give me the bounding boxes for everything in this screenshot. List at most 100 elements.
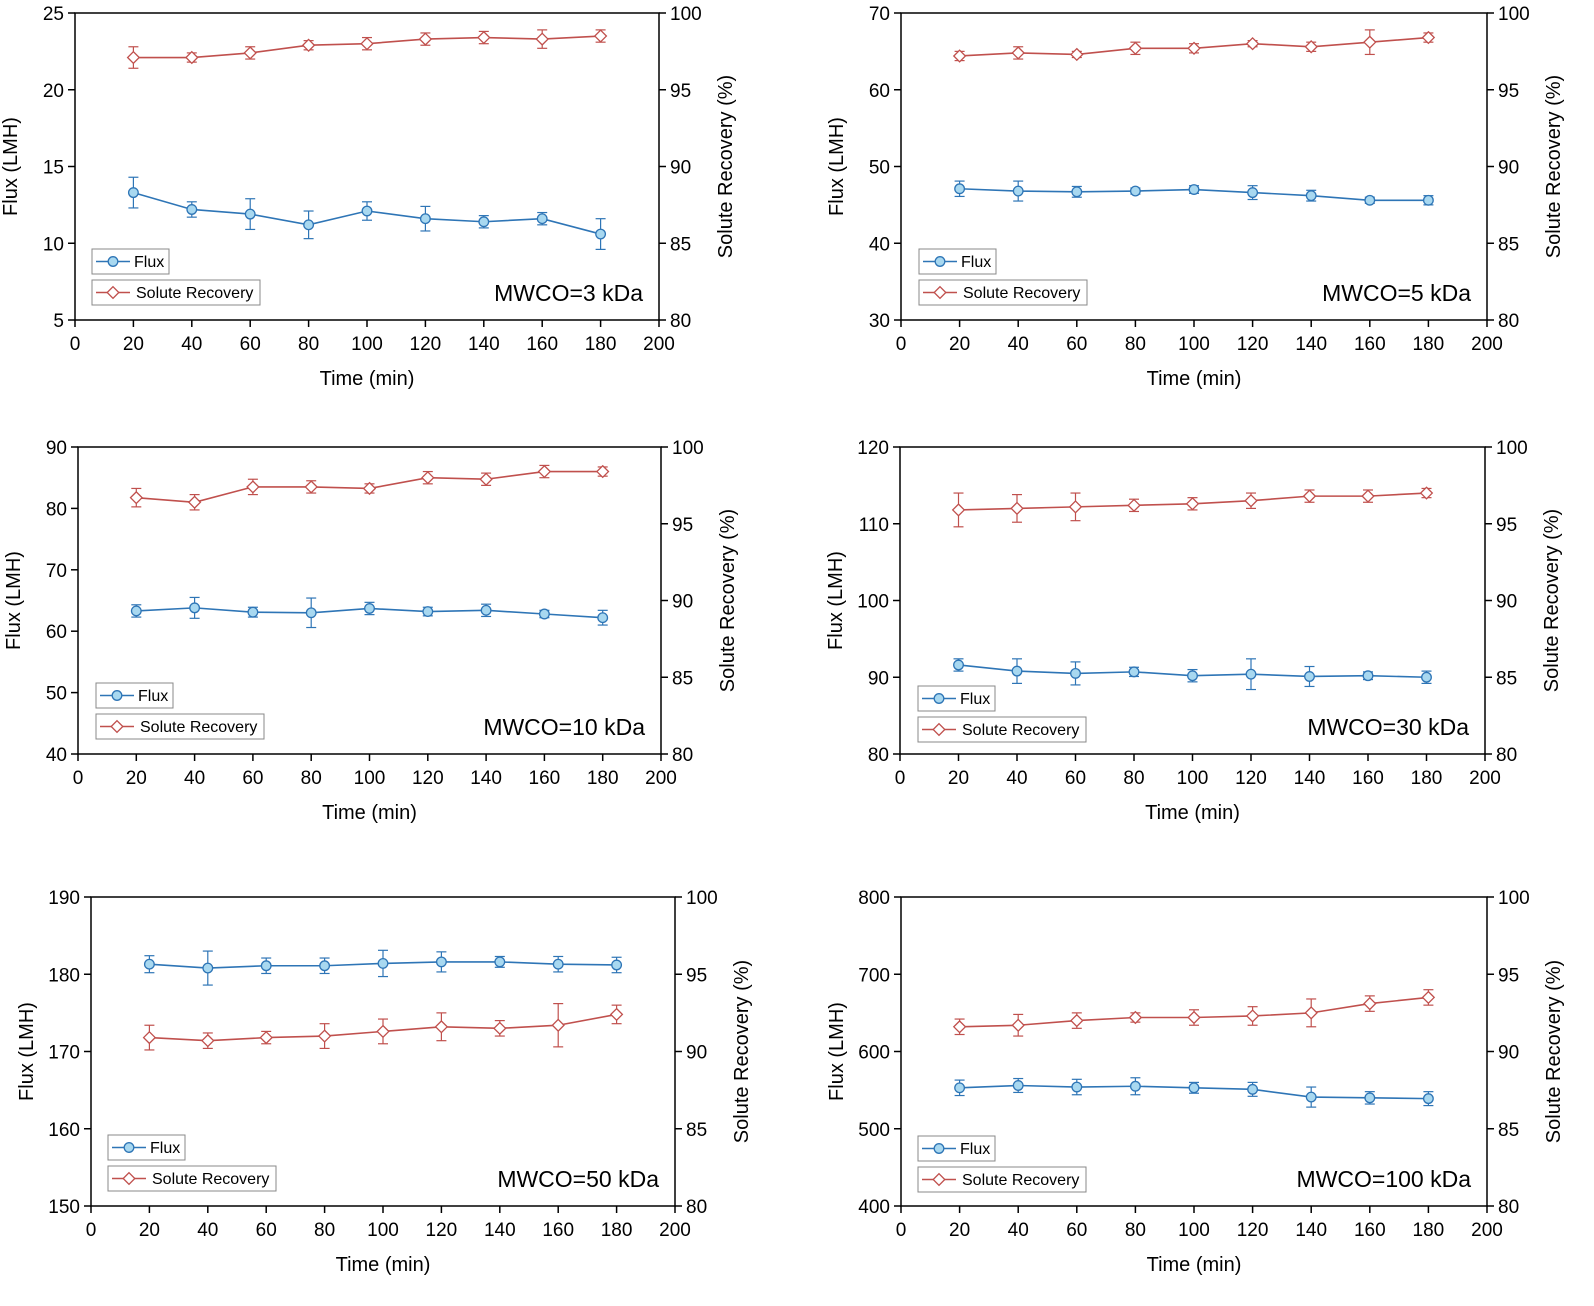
- legend: Flux Solute Recovery: [918, 248, 1088, 306]
- y-axis-title: Flux (LMH): [826, 117, 848, 216]
- y-tick-label: 170: [48, 1043, 80, 1064]
- flux-point: [1071, 1081, 1083, 1093]
- x-tick-label: 20: [126, 768, 147, 789]
- x-tick-label: 200: [1471, 334, 1503, 355]
- y2-tick-label: 100: [672, 438, 704, 459]
- recovery-point: [1363, 996, 1377, 1011]
- y-axis-title: Flux (LMH): [0, 117, 22, 216]
- recovery-point: [1070, 1013, 1084, 1028]
- flux-point: [244, 208, 256, 220]
- y-tick-label: 120: [857, 438, 889, 459]
- flux-point: [1188, 1082, 1200, 1094]
- flux-point: [247, 606, 259, 618]
- recovery-point: [535, 32, 549, 46]
- legend-marker-flux: [123, 1142, 135, 1153]
- flux-point: [361, 205, 373, 217]
- flux-point: [494, 956, 506, 968]
- x-tick-label: 0: [73, 768, 84, 789]
- x-tick-label: 200: [659, 1220, 691, 1241]
- x-tick-label: 200: [645, 768, 677, 789]
- legend-label-flux: Flux: [138, 688, 168, 705]
- flux-point: [1422, 194, 1434, 206]
- y-tick-label: 50: [869, 158, 890, 179]
- recovery-point: [1304, 40, 1318, 54]
- legend-label-recovery: Solute Recovery: [152, 1171, 269, 1188]
- legend-label-flux: Flux: [961, 254, 991, 271]
- recovery-point: [376, 1024, 390, 1039]
- x-tick-label: 120: [1235, 768, 1267, 789]
- x-tick-label: 160: [526, 334, 558, 355]
- recovery-point: [1421, 990, 1436, 1005]
- y2-tick-label: 80: [670, 311, 691, 332]
- legend: Flux Solute Recovery: [917, 1135, 1087, 1193]
- flux-point: [480, 604, 492, 616]
- y2-tick-label: 90: [670, 158, 691, 179]
- recovery-point: [952, 1020, 967, 1034]
- flux-point: [1247, 187, 1259, 199]
- x-tick-label: 60: [242, 768, 263, 789]
- recovery-point: [1244, 494, 1258, 508]
- y-tick-label: 80: [46, 499, 67, 520]
- y2-axis-title: Solute Recovery (%): [731, 960, 753, 1143]
- mwco-annotation: MWCO=10 kDa: [483, 714, 645, 740]
- x-tick-label: 180: [601, 1220, 633, 1241]
- recovery-point: [434, 1020, 449, 1034]
- recovery-point: [1421, 30, 1436, 45]
- recovery-point: [551, 1018, 565, 1032]
- recovery-point: [1127, 498, 1141, 513]
- legend-marker-recovery: [932, 722, 946, 737]
- y2-tick-label: 85: [1496, 668, 1517, 689]
- recovery-point: [1245, 36, 1260, 51]
- y2-tick-label: 95: [686, 965, 707, 986]
- flux-point: [1129, 185, 1141, 197]
- recovery-point: [1068, 500, 1083, 514]
- recovery-point: [246, 480, 260, 494]
- x-tick-label: 180: [585, 334, 617, 355]
- recovery-point: [1070, 47, 1084, 62]
- legend: Flux Solute Recovery: [917, 685, 1087, 743]
- x-tick-label: 140: [484, 1220, 516, 1241]
- recovery-point: [129, 490, 144, 505]
- legend-label-recovery: Solute Recovery: [962, 1172, 1079, 1189]
- recovery-point: [1011, 1018, 1025, 1032]
- flux-point: [435, 956, 447, 968]
- x-tick-label: 200: [1471, 1220, 1503, 1241]
- x-tick-label: 60: [256, 1220, 277, 1241]
- x-tick-label: 140: [468, 334, 500, 355]
- x-tick-label: 100: [1178, 1220, 1210, 1241]
- y-tick-label: 70: [869, 4, 890, 25]
- recovery-point: [1128, 41, 1143, 56]
- flux-point: [953, 659, 964, 671]
- legend-label-flux: Flux: [134, 254, 164, 271]
- recovery-point: [479, 472, 493, 486]
- flux-point: [595, 228, 607, 240]
- flux-point: [1188, 184, 1200, 195]
- x-tick-label: 80: [1125, 1220, 1146, 1241]
- legend-label-recovery: Solute Recovery: [136, 285, 253, 302]
- flux-point: [127, 187, 139, 199]
- y-axis-title: Flux (LMH): [826, 1002, 848, 1101]
- flux-point: [202, 962, 214, 974]
- legend-label-flux: Flux: [150, 1140, 180, 1157]
- x-tick-label: 100: [1178, 334, 1210, 355]
- flux-point: [1247, 1083, 1259, 1095]
- y-tick-label: 90: [46, 438, 67, 459]
- flux-point: [1012, 185, 1024, 197]
- x-tick-label: 100: [367, 1220, 399, 1241]
- y-tick-label: 800: [858, 888, 890, 909]
- y-tick-label: 80: [868, 745, 889, 766]
- mwco-annotation: MWCO=30 kDa: [1307, 714, 1469, 740]
- y-tick-label: 500: [858, 1120, 890, 1141]
- y-tick-label: 10: [43, 234, 64, 255]
- legend-marker-recovery: [933, 285, 947, 300]
- x-tick-label: 180: [1411, 768, 1443, 789]
- legend-marker-recovery: [106, 285, 120, 300]
- x-tick-label: 200: [1469, 768, 1501, 789]
- recovery-point: [609, 1007, 624, 1022]
- y2-tick-label: 90: [1498, 1043, 1519, 1064]
- x-tick-label: 80: [301, 768, 322, 789]
- x-tick-label: 0: [896, 1220, 907, 1241]
- x-tick-label: 20: [949, 334, 970, 355]
